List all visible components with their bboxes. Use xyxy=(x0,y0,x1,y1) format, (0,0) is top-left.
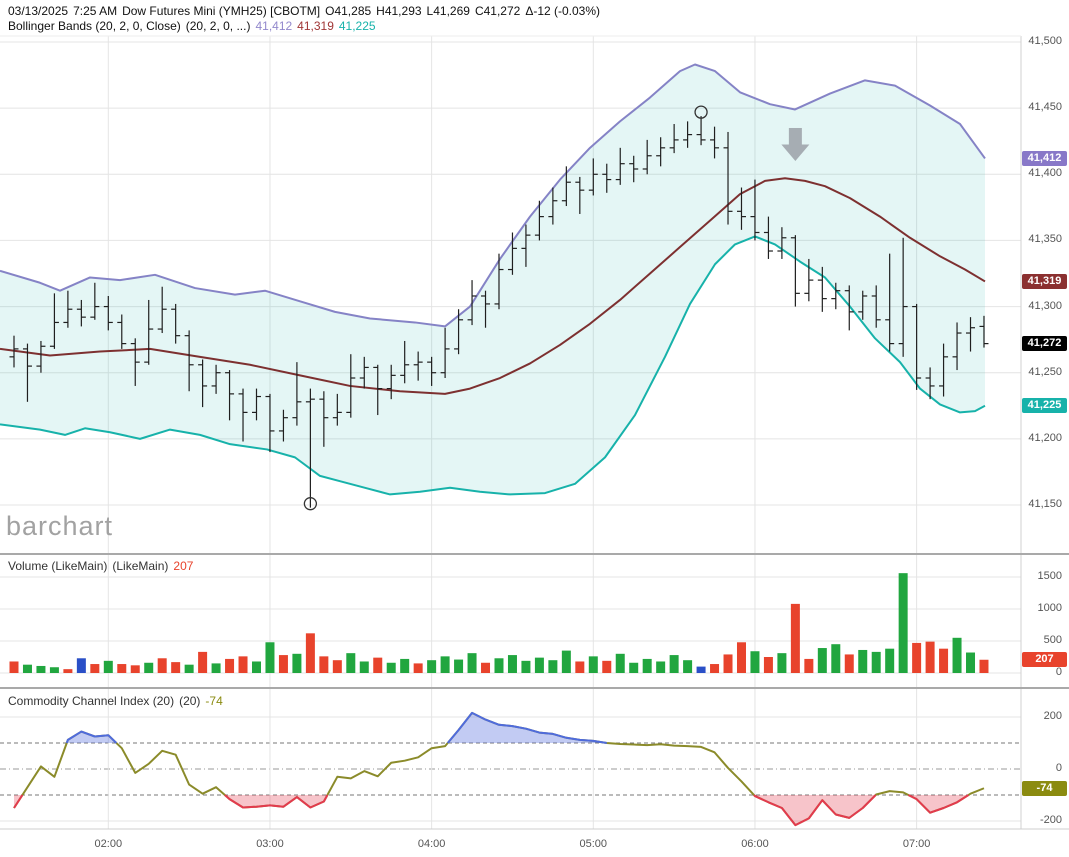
cci-axis-tick: 200 xyxy=(1043,710,1062,722)
quote-high: H41,293 xyxy=(376,4,422,18)
bollinger-study-label: Bollinger Bands (20, 2, 0, Close) xyxy=(8,19,181,33)
gridlines xyxy=(0,36,1021,829)
cci-line xyxy=(13,711,985,827)
price-axis-tick: 41,300 xyxy=(1028,299,1062,312)
quote-close: C41,272 xyxy=(474,4,521,18)
ohlc-price-bars xyxy=(9,116,989,508)
cci-overbought-fill xyxy=(66,731,117,743)
cci-axis-tick: -200 xyxy=(1039,814,1062,826)
drawn-annotations[interactable] xyxy=(303,105,810,511)
time-axis-strip[interactable]: 02:00 03:00 04:00 05:00 06:00 07:00 xyxy=(0,829,1021,857)
price-volume-pane-divider[interactable] xyxy=(0,553,1069,555)
header-line1: 03/13/2025 7:25 AM Dow Futures Mini (YMH25… xyxy=(8,4,605,19)
price-axis-tick: 41,350 xyxy=(1028,233,1062,246)
circle-annotation-bottom xyxy=(303,497,318,511)
volume-axis-tick: 500 xyxy=(1043,634,1062,646)
volume-study-params: (LikeMain) xyxy=(112,559,169,573)
time-axis-tick: 03:00 xyxy=(256,838,284,850)
header-time: 7:25 AM xyxy=(73,4,118,18)
price-value-badge: 41,412 xyxy=(1022,150,1067,166)
quote-low: L41,269 xyxy=(426,4,470,18)
bollinger-middle-value: 41,319 xyxy=(297,19,334,33)
price-axis-tick: 41,450 xyxy=(1028,101,1062,114)
cci-current-value: -74 xyxy=(205,694,223,708)
volume-axis-tick: 0 xyxy=(1055,666,1062,678)
barchart-watermark-logo: barchart xyxy=(6,511,114,541)
cci-axis-tick: 0 xyxy=(1055,762,1062,774)
circle-annotation-top xyxy=(694,105,708,119)
header-date: 03/13/2025 xyxy=(8,4,69,18)
price-axis-tick: 41,150 xyxy=(1028,498,1062,510)
price-axis-tick: 41,400 xyxy=(1028,167,1062,180)
price-value-badge: 41,319 xyxy=(1022,273,1067,289)
bollinger-study-params: (20, 2, 0, ...) xyxy=(185,19,251,33)
cci-study-params: (20) xyxy=(179,694,201,708)
header-line2: Bollinger Bands (20, 2, 0, Close) (20, 2,… xyxy=(8,19,605,34)
volume-axis-tick: 1500 xyxy=(1037,570,1062,582)
volume-pane-header: Volume (LikeMain) (LikeMain) 207 xyxy=(8,559,198,573)
time-axis-tick: 05:00 xyxy=(579,838,608,850)
time-axis-tick: 07:00 xyxy=(902,838,931,850)
bollinger-upper-band xyxy=(0,63,986,328)
cci-study-label: Commodity Channel Index (20) xyxy=(8,694,175,708)
quote-change: Δ-12 (-0.03%) xyxy=(525,4,601,18)
bollinger-bands xyxy=(0,63,986,496)
volume-value-badge: 207 xyxy=(1022,652,1067,668)
time-axis-tick: 04:00 xyxy=(417,838,446,850)
volume-current-value: 207 xyxy=(173,559,194,573)
volume-axis-tick: 1000 xyxy=(1037,602,1062,614)
volume-cci-pane-divider[interactable] xyxy=(0,687,1069,689)
time-axis-tick: 02:00 xyxy=(94,838,123,850)
price-value-badge: 41,225 xyxy=(1022,398,1067,414)
price-axis-tick: 41,250 xyxy=(1028,365,1062,378)
volume-bars xyxy=(9,573,989,673)
volume-study-label: Volume (LikeMain) xyxy=(8,559,108,573)
bollinger-middle-band xyxy=(0,177,986,395)
price-axis-tick: 41,500 xyxy=(1028,35,1062,47)
price-axis-strip[interactable]: 41,500 41,450 41,400 41,350 41,300 41,250 41,2… xyxy=(1021,35,1069,829)
quote-open: O41,285 xyxy=(325,4,372,18)
cci-pane-header: Commodity Channel Index (20) (20) -74 xyxy=(8,694,228,708)
time-axis-tick: 06:00 xyxy=(741,838,769,850)
bollinger-upper-value: 41,412 xyxy=(255,19,293,33)
bollinger-lower-band xyxy=(0,235,986,496)
down-arrow-icon xyxy=(788,127,802,145)
price-value-badge: 41,272 xyxy=(1022,336,1067,352)
cci-value-badge: -74 xyxy=(1022,780,1067,796)
symbol-name: Dow Futures Mini (YMH25) [CBOTM] xyxy=(122,4,321,18)
chart-header: 03/13/2025 7:25 AM Dow Futures Mini (YMH25… xyxy=(8,4,605,34)
cci-oversold-fill xyxy=(908,795,969,813)
down-arrow-icon xyxy=(781,144,810,162)
price-axis-tick: 41,200 xyxy=(1028,431,1062,444)
bollinger-lower-value: 41,225 xyxy=(338,19,376,33)
cci-oversold-fill xyxy=(224,795,328,808)
